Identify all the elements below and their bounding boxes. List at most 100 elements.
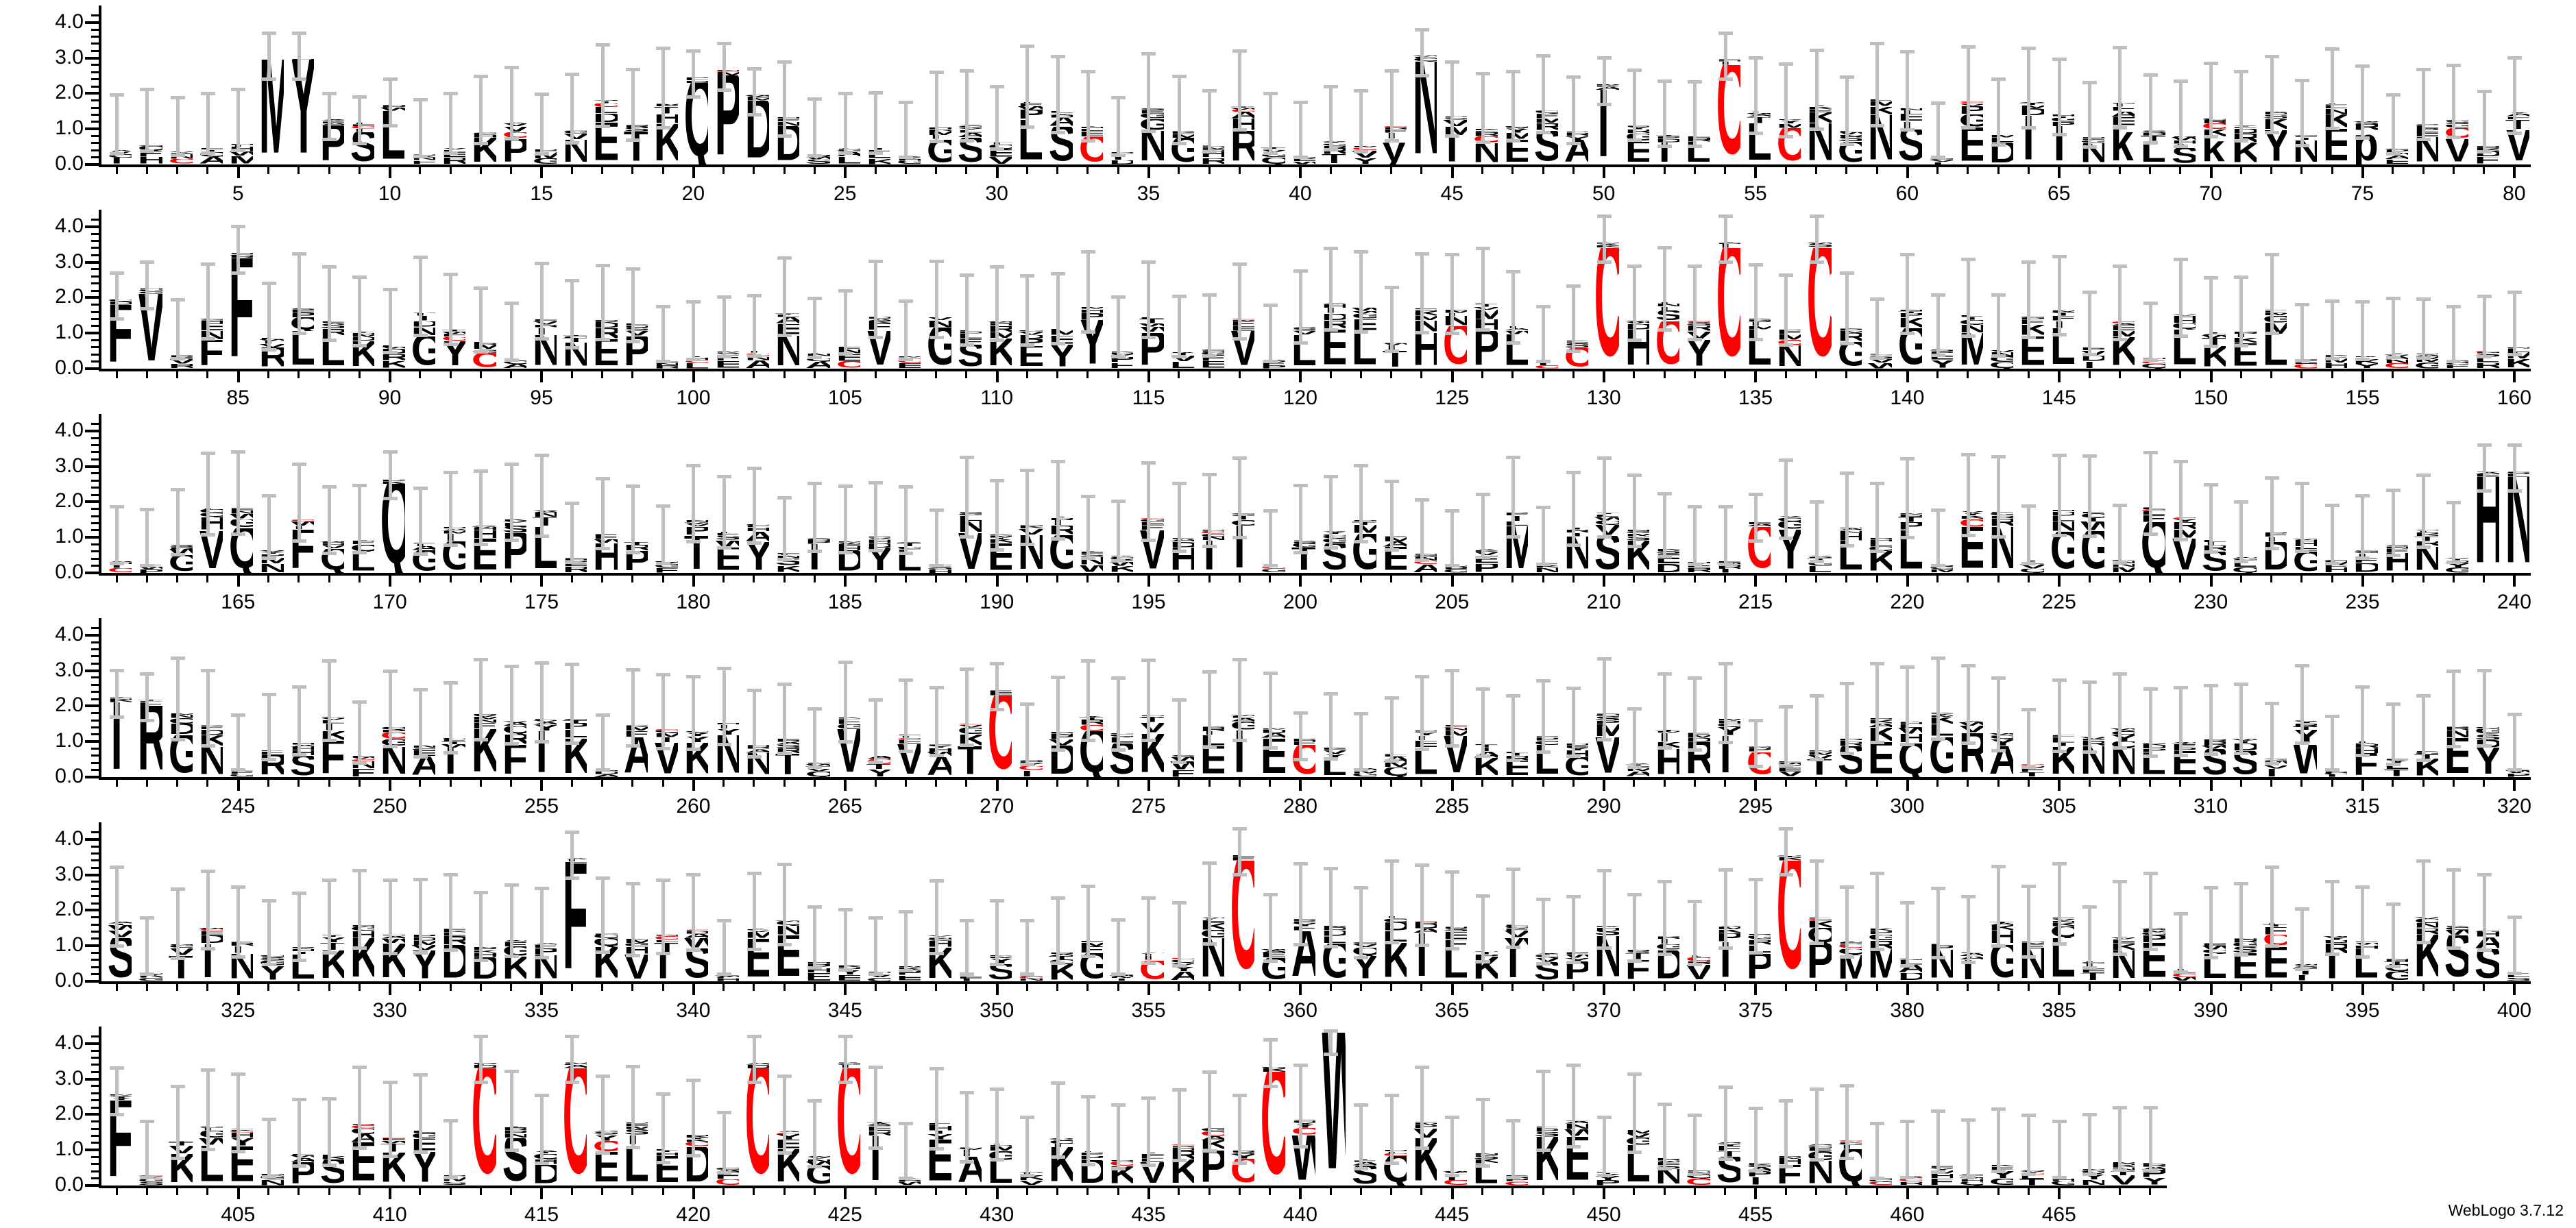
logo-letter-P: P: [1558, 132, 1589, 133]
error-bar-cap-lower: [2264, 332, 2279, 336]
logo-stack-26: KLFT: [860, 8, 890, 164]
error-bar-cap-lower: [625, 551, 640, 555]
x-tick-minor: [1056, 779, 1059, 787]
error-bar-cap-lower: [1748, 765, 1763, 769]
logo-stack-102: ANCI: [739, 212, 769, 369]
logo-stack-435: VLLET: [1133, 1029, 1164, 1186]
x-tick-minor: [358, 1188, 361, 1195]
logo-stack-174: PSLVK: [496, 417, 526, 573]
error-bar: [267, 494, 271, 560]
error-bar-cap-upper: [1354, 711, 1369, 715]
error-bar: [2027, 504, 2031, 566]
error-bar-cap-upper: [231, 225, 246, 229]
x-tick-label: 75: [2350, 182, 2374, 205]
logo-letter-F: F: [228, 258, 254, 369]
logo-letter-E: E: [587, 1152, 618, 1186]
error-bar: [1117, 918, 1121, 977]
logo-stack-329: KHGWD: [344, 825, 374, 981]
error-bar-cap-lower: [1445, 564, 1460, 568]
logo-stack-219: KQLHR: [1862, 417, 1892, 573]
logo-letter-C: C: [890, 360, 921, 364]
logo-letter-P: P: [1892, 313, 1923, 318]
logo-letter-L: L: [1837, 131, 1862, 132]
error-bar-cap-lower: [2052, 1176, 2067, 1180]
error-bar-cap-lower: [838, 551, 853, 555]
logo-letter-E: E: [587, 339, 618, 369]
logo-letter-G: G: [2408, 363, 2439, 369]
error-bar-cap-upper: [443, 872, 459, 876]
logo-letter-F: F: [1230, 321, 1255, 326]
logo-letter-Y: Y: [1771, 530, 1801, 573]
weblogo-watermark: WebLogo 3.7.12: [2448, 1201, 2564, 1219]
error-bar-cap-lower: [261, 347, 276, 352]
logo-letter-E: E: [769, 324, 800, 335]
error-bar: [1936, 1109, 1940, 1174]
logo-letter-R: R: [162, 547, 193, 549]
error-bar-cap-upper: [807, 905, 823, 909]
error-bar-cap-upper: [474, 1034, 489, 1038]
logo-stack-225: GNLDN: [2044, 417, 2074, 573]
logo-stack-462: QHWTR: [1953, 1029, 1983, 1186]
error-bar-cap-lower: [1688, 338, 1703, 342]
error-bar: [1329, 85, 1333, 151]
logo-letter-D: D: [1619, 324, 1649, 330]
y-tick-label: 1.0: [55, 116, 84, 140]
error-bar: [1997, 455, 2001, 539]
error-bar-cap-upper: [2416, 297, 2431, 301]
error-bar-cap-upper: [504, 664, 519, 668]
x-tick-minor: [1572, 983, 1575, 991]
logo-stack-293: RDMEF: [1679, 621, 1710, 777]
error-bar-cap-lower: [777, 134, 792, 138]
logo-letter-D: D: [587, 320, 618, 321]
logo-stack-28: GIMRH: [921, 8, 951, 164]
error-bar-cap-upper: [1930, 1109, 1945, 1113]
error-bar-cap-lower: [990, 147, 1005, 151]
x-tick-minor: [935, 1188, 938, 1195]
logo-stack-409: EAQCR: [344, 1029, 374, 1186]
error-bar-cap-upper: [1809, 693, 1824, 698]
logo-stack-281: LYVEK: [1315, 621, 1346, 777]
x-tick-minor: [570, 779, 573, 787]
logo-stack-16: NVGG: [557, 8, 587, 164]
error-bar-cap-upper: [1232, 262, 1248, 266]
logo-letter-H: H: [709, 979, 739, 981]
logo-letter-G: G: [557, 131, 587, 134]
error-bar-cap-upper: [1050, 675, 1065, 679]
x-tick-minor: [1086, 371, 1089, 378]
error-bar-cap-lower: [595, 547, 610, 551]
error-bar: [813, 1098, 817, 1168]
error-bar-cap-upper: [777, 256, 792, 260]
logo-stack-343: ENQW: [769, 825, 799, 981]
y-tick-minor: [91, 529, 100, 532]
error-bar-cap-upper: [2416, 474, 2431, 478]
error-bar-cap-upper: [1839, 1083, 1854, 1088]
logo-letter-W: W: [2226, 557, 2257, 558]
logo-letter-P: P: [1953, 106, 1983, 114]
logo-stack-204: ACNGN: [1407, 417, 1437, 573]
logo-letter-R: R: [1679, 568, 1710, 573]
y-tick-label: 2.0: [55, 285, 84, 308]
error-bar-cap-upper: [1050, 459, 1065, 463]
logo-letter-E: E: [223, 508, 254, 511]
error-bar-cap-lower: [1930, 956, 1945, 960]
logo-stack-357: NGKEIW: [1194, 825, 1224, 981]
logo-letter-C: C: [1679, 321, 1710, 322]
logo-stack-251: AEQN: [405, 621, 435, 777]
x-tick-label: 445: [1435, 1203, 1470, 1226]
logo-stack-262: NARH: [739, 621, 769, 777]
error-bar-cap-lower: [1445, 134, 1460, 138]
logo-letter-T: T: [562, 335, 587, 336]
error-bar-cap-upper: [231, 885, 246, 889]
logo-letter-C: C: [587, 103, 618, 108]
error-bar: [570, 1034, 574, 1085]
error-bar-cap-upper: [1171, 481, 1187, 485]
logo-letter-T: T: [1958, 317, 1984, 321]
logo-letter-F: F: [2262, 534, 2287, 537]
logo-letter-H: H: [739, 528, 769, 532]
error-bar-cap-lower: [746, 113, 762, 117]
logo-letter-M: M: [2257, 313, 2287, 316]
error-bar-cap-upper: [959, 919, 974, 923]
error-bar: [206, 92, 210, 155]
error-bar: [479, 75, 483, 146]
logo-letter-F: F: [2080, 511, 2105, 514]
